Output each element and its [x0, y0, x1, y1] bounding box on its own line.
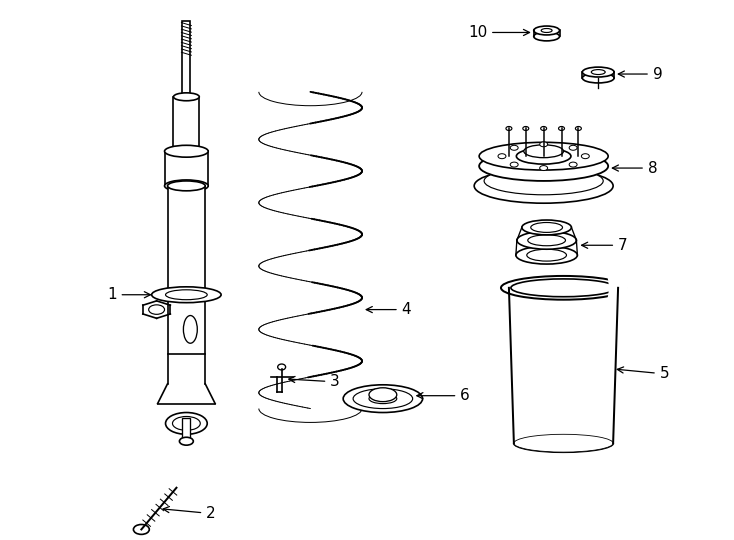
- Ellipse shape: [514, 434, 613, 452]
- Wedge shape: [594, 248, 626, 335]
- Ellipse shape: [582, 67, 614, 77]
- Ellipse shape: [569, 162, 577, 167]
- Text: 1: 1: [107, 287, 150, 302]
- Ellipse shape: [134, 524, 149, 535]
- Ellipse shape: [167, 181, 206, 191]
- Ellipse shape: [166, 290, 207, 300]
- Text: 8: 8: [612, 160, 658, 176]
- Ellipse shape: [277, 364, 286, 370]
- Text: 3: 3: [288, 374, 340, 389]
- Ellipse shape: [559, 126, 564, 131]
- Ellipse shape: [510, 162, 518, 167]
- Ellipse shape: [523, 126, 528, 131]
- Ellipse shape: [531, 222, 562, 232]
- Ellipse shape: [575, 126, 581, 131]
- Ellipse shape: [528, 235, 565, 246]
- Ellipse shape: [353, 389, 413, 409]
- Ellipse shape: [539, 166, 548, 171]
- Ellipse shape: [582, 73, 614, 83]
- Text: 10: 10: [468, 25, 529, 40]
- Ellipse shape: [534, 32, 559, 41]
- Text: 4: 4: [366, 302, 411, 317]
- Ellipse shape: [479, 151, 608, 181]
- Text: 5: 5: [617, 367, 669, 381]
- Ellipse shape: [516, 246, 578, 264]
- Ellipse shape: [173, 93, 199, 101]
- Ellipse shape: [173, 152, 199, 160]
- Text: 2: 2: [163, 506, 216, 521]
- Ellipse shape: [539, 142, 548, 147]
- Ellipse shape: [498, 154, 506, 159]
- Ellipse shape: [581, 154, 589, 159]
- Ellipse shape: [166, 413, 207, 434]
- Ellipse shape: [541, 126, 547, 131]
- Ellipse shape: [517, 232, 576, 249]
- Ellipse shape: [152, 287, 221, 302]
- Bar: [173, 97, 199, 156]
- Ellipse shape: [344, 385, 423, 413]
- Ellipse shape: [569, 145, 577, 150]
- Ellipse shape: [164, 180, 208, 192]
- Ellipse shape: [369, 394, 397, 403]
- Bar: [183, 418, 190, 443]
- Ellipse shape: [524, 145, 564, 158]
- Ellipse shape: [592, 70, 606, 75]
- Ellipse shape: [172, 416, 200, 430]
- Ellipse shape: [516, 148, 571, 164]
- Ellipse shape: [501, 276, 626, 300]
- Ellipse shape: [474, 168, 613, 203]
- Text: 6: 6: [417, 388, 470, 403]
- Ellipse shape: [179, 437, 193, 445]
- Ellipse shape: [510, 145, 518, 150]
- Bar: [167, 186, 206, 354]
- Bar: [164, 151, 208, 186]
- Ellipse shape: [164, 145, 208, 157]
- Ellipse shape: [369, 388, 397, 402]
- Ellipse shape: [527, 249, 567, 261]
- Bar: [183, 21, 190, 97]
- Text: 9: 9: [618, 66, 663, 82]
- Ellipse shape: [149, 305, 164, 314]
- Ellipse shape: [534, 26, 559, 35]
- Ellipse shape: [484, 167, 603, 195]
- Text: 7: 7: [581, 238, 628, 253]
- Ellipse shape: [511, 279, 616, 296]
- Ellipse shape: [506, 126, 512, 131]
- Ellipse shape: [184, 315, 197, 343]
- Ellipse shape: [479, 143, 608, 170]
- Ellipse shape: [522, 220, 572, 235]
- Ellipse shape: [541, 29, 552, 32]
